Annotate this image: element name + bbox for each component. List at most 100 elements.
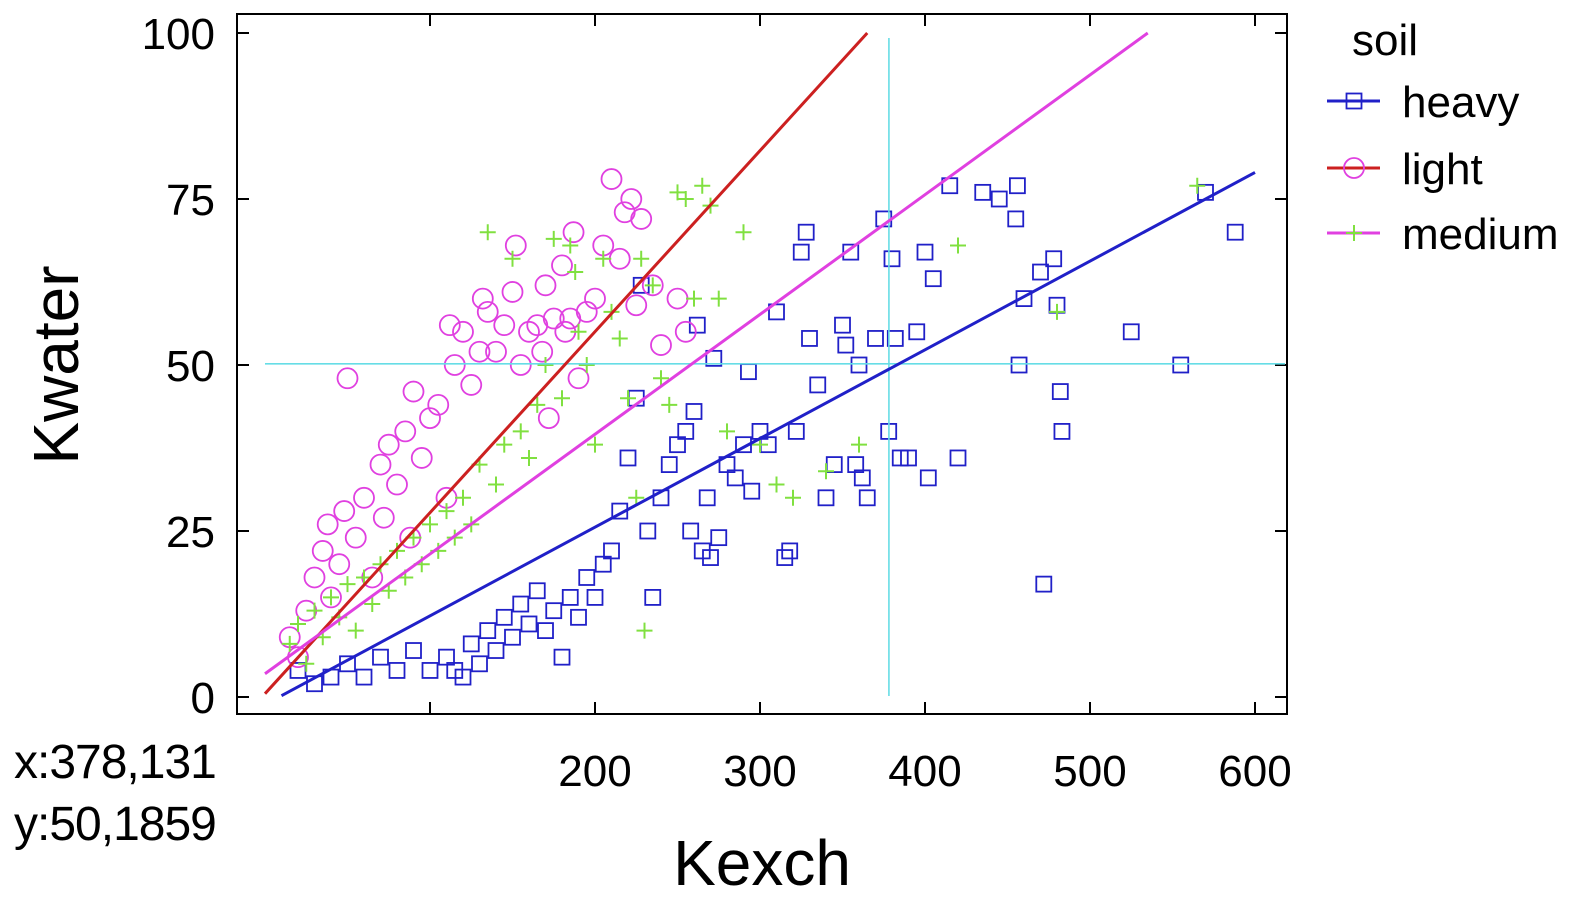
light-point <box>575 300 598 323</box>
medium-point <box>306 602 323 619</box>
light-point <box>419 407 441 430</box>
heavy-point <box>817 489 835 507</box>
light-point <box>584 287 606 310</box>
light-point <box>353 486 375 509</box>
light-point <box>377 433 400 456</box>
heavy-point <box>825 456 843 474</box>
medium-point <box>694 177 711 194</box>
medium-point <box>529 396 546 413</box>
x-tick-label: 300 <box>723 747 796 796</box>
light-point <box>542 307 565 330</box>
medium-point <box>620 390 636 407</box>
heavy-point <box>688 316 706 334</box>
heavy-point <box>372 648 389 666</box>
legend-title: soil <box>1352 16 1418 65</box>
heavy-point <box>388 662 406 679</box>
heavy-point <box>677 422 695 440</box>
medium-point <box>372 556 389 573</box>
heavy-point <box>842 243 860 261</box>
light-point <box>674 320 697 343</box>
heavy-point <box>660 456 678 474</box>
heavy-point <box>949 449 967 467</box>
legend-label-light: light <box>1402 145 1483 194</box>
heavy-point <box>512 595 530 613</box>
heavy-point <box>710 529 728 547</box>
heavy-point <box>900 449 917 467</box>
light-point <box>427 393 450 416</box>
light-point <box>410 447 433 469</box>
heavy-point <box>1010 356 1028 374</box>
heavy-point <box>1053 422 1071 440</box>
heavy-point <box>781 542 799 560</box>
medium-point <box>1189 177 1206 194</box>
cursor-y-readout: y:50,1859 <box>14 798 217 851</box>
heavy-point <box>797 223 815 241</box>
medium-point <box>570 323 587 340</box>
medium-point <box>281 635 298 652</box>
light-point <box>537 407 560 430</box>
cursor-x-readout: x:378,131 <box>14 736 217 789</box>
medium-point <box>521 449 537 466</box>
heavy-point <box>867 330 884 347</box>
heavy-point <box>990 190 1008 208</box>
medium-point <box>488 476 504 493</box>
medium-point <box>661 396 678 413</box>
heavy-point <box>553 648 571 666</box>
heavy-point <box>834 316 851 334</box>
light-point <box>518 320 540 343</box>
light-point <box>531 340 554 363</box>
heavy-fit-line <box>280 171 1256 697</box>
medium-point <box>710 290 727 307</box>
light-point <box>372 506 395 529</box>
heavy-point <box>1009 177 1026 195</box>
heavy-point <box>421 662 439 679</box>
heavy-point <box>685 403 703 420</box>
light-point <box>620 188 643 210</box>
light-point <box>476 300 499 323</box>
heavy-point <box>883 250 901 268</box>
x-tick-label: 600 <box>1218 747 1291 796</box>
y-tick-label: 100 <box>142 10 215 59</box>
heavy-point <box>787 422 805 440</box>
heavy-point <box>479 622 497 639</box>
x-tick-label: 200 <box>558 747 631 796</box>
light-point <box>630 208 653 230</box>
heavy-point <box>837 336 855 354</box>
light-point <box>443 354 466 376</box>
heavy-point <box>916 243 934 261</box>
medium-point <box>347 622 364 639</box>
light-point <box>509 354 532 376</box>
y-tick-label: 25 <box>166 508 215 557</box>
medium-point <box>719 423 735 440</box>
heavy-point <box>487 642 505 659</box>
medium-point <box>644 277 661 294</box>
light-point <box>600 168 623 190</box>
light-point <box>311 540 334 562</box>
heavy-point <box>698 489 716 507</box>
light-point <box>333 500 356 522</box>
heavy-point <box>919 469 937 487</box>
medium-point <box>479 224 496 241</box>
medium-point <box>545 230 562 247</box>
x-axis-label: Kexch <box>673 827 851 899</box>
medium-point <box>677 191 694 207</box>
heavy-point <box>561 589 579 606</box>
heavy-point <box>743 482 761 500</box>
heavy-point <box>792 243 810 261</box>
legend-marker-light <box>1343 157 1365 179</box>
heavy-point <box>1172 356 1190 374</box>
heavy-point <box>858 489 876 507</box>
medium-point <box>768 476 785 493</box>
medium-point <box>438 503 455 520</box>
medium-point <box>633 250 650 267</box>
heavy-point <box>726 469 744 487</box>
heavy-point <box>1122 323 1140 341</box>
medium-point <box>1049 303 1065 320</box>
heavy-point <box>545 602 563 620</box>
heavy-point <box>1007 210 1025 228</box>
heavy-point <box>1045 250 1063 268</box>
heavy-point <box>520 615 538 633</box>
heavy-point <box>644 589 662 606</box>
medium-point <box>950 237 966 254</box>
medium-point <box>636 622 653 639</box>
